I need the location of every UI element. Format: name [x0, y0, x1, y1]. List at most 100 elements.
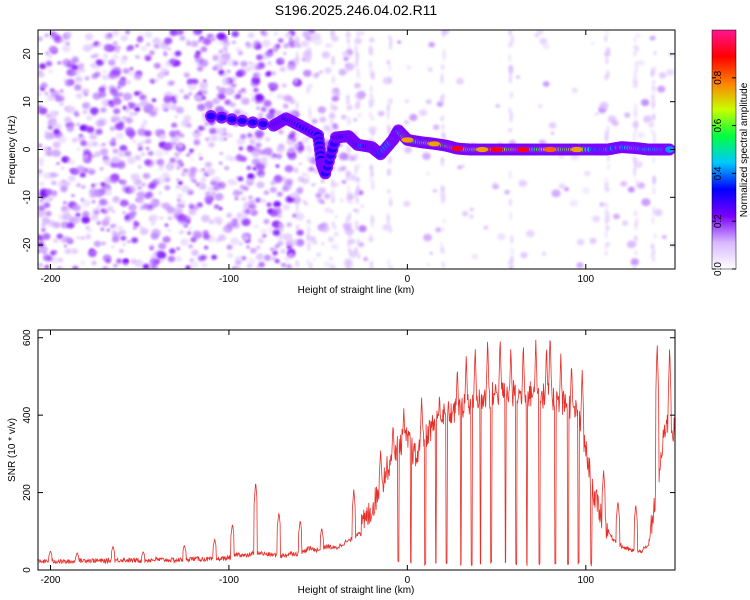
noise-speck — [41, 215, 49, 223]
noise-speck — [85, 141, 94, 149]
streak-speck — [294, 109, 298, 117]
noise-speck — [176, 247, 180, 251]
noise-speck — [42, 233, 51, 240]
noise-speck — [185, 265, 191, 269]
noise-speck — [116, 161, 126, 169]
streak-speck — [604, 216, 608, 225]
streak-speck — [387, 125, 391, 132]
noise-speck — [404, 99, 409, 103]
noise-speck — [518, 179, 528, 187]
noise-speck — [267, 226, 275, 233]
noise-speck — [126, 80, 131, 85]
noise-speck — [302, 200, 307, 203]
noise-speck — [247, 133, 253, 138]
noise-speck — [139, 205, 146, 211]
noise-speck — [275, 244, 280, 248]
streak-speck — [306, 219, 310, 224]
streak-speck — [347, 190, 351, 197]
noise-speck — [93, 240, 102, 247]
noise-speck — [275, 164, 280, 168]
noise-speck — [63, 201, 67, 205]
noise-speck — [301, 56, 308, 62]
noise-speck — [38, 36, 43, 42]
noise-speck — [271, 71, 277, 76]
streak-speck — [369, 68, 373, 78]
noise-speck — [254, 197, 262, 203]
noise-speck — [161, 102, 170, 110]
noise-speck — [152, 159, 157, 163]
streak-speck — [440, 185, 444, 192]
noise-speck — [44, 91, 49, 95]
noise-speck — [125, 30, 130, 35]
noise-speck — [164, 150, 170, 155]
ridge-core — [237, 117, 247, 125]
noise-speck — [201, 214, 211, 223]
noise-speck — [84, 76, 90, 81]
streak-speck — [306, 85, 310, 95]
noise-speck — [497, 233, 506, 241]
noise-speck — [237, 50, 243, 56]
noise-speck — [283, 52, 287, 55]
noise-speck — [38, 107, 48, 115]
noise-speck — [404, 120, 410, 125]
streak-speck — [346, 240, 351, 246]
noise-speck — [43, 202, 51, 209]
noise-speck — [343, 56, 349, 61]
noise-speck — [358, 241, 365, 248]
noise-speck — [226, 69, 231, 73]
noise-speck — [100, 182, 106, 187]
noise-speck — [60, 186, 68, 193]
noise-speck — [176, 178, 180, 182]
noise-speck — [331, 243, 339, 250]
noise-speck — [188, 171, 196, 178]
streak-speck — [389, 36, 393, 45]
streak-speck — [294, 78, 298, 85]
noise-speck — [341, 69, 345, 73]
noise-speck — [229, 156, 236, 162]
streak-speck — [356, 30, 360, 38]
streak-speck — [368, 98, 372, 109]
noise-speck — [149, 78, 156, 84]
noise-speck — [224, 165, 230, 171]
noise-speck — [252, 166, 257, 171]
streak-speck — [441, 261, 445, 269]
noise-speck — [426, 263, 431, 266]
streak-speck — [634, 250, 638, 255]
noise-speck — [149, 258, 159, 267]
noise-speck — [250, 247, 257, 254]
noise-speck — [39, 201, 43, 205]
noise-speck — [262, 234, 267, 238]
streak-speck — [634, 120, 639, 129]
noise-speck — [43, 254, 52, 262]
noise-speck — [59, 101, 64, 106]
colorbar-ticks: 0.0 0.2 0.4 0.6 0.8 — [712, 70, 736, 276]
noise-speck — [640, 99, 650, 107]
noise-speck — [173, 207, 183, 215]
noise-speck — [71, 71, 77, 76]
noise-speck — [227, 178, 236, 186]
noise-speck — [630, 258, 639, 266]
streak-speck — [369, 166, 373, 171]
noise-speck — [112, 148, 119, 154]
streak-speck — [346, 37, 350, 45]
noise-speck — [333, 231, 339, 237]
noise-speck — [112, 210, 116, 213]
noise-speck — [316, 252, 322, 257]
noise-speck — [61, 207, 71, 215]
noise-speck — [38, 173, 42, 178]
noise-speck — [563, 187, 570, 192]
noise-speck — [131, 237, 139, 244]
noise-speck — [137, 186, 142, 190]
noise-speck — [174, 50, 182, 57]
streak-speck — [329, 256, 333, 261]
noise-speck — [284, 32, 292, 39]
streak-speck — [346, 262, 350, 268]
streak-speck — [650, 121, 655, 127]
noise-speck — [209, 134, 219, 142]
noise-speck — [80, 260, 86, 266]
noise-speck — [360, 204, 364, 208]
noise-speck — [244, 214, 249, 219]
ridge-core — [206, 112, 216, 120]
noise-speck — [48, 45, 58, 53]
noise-speck — [44, 196, 51, 202]
